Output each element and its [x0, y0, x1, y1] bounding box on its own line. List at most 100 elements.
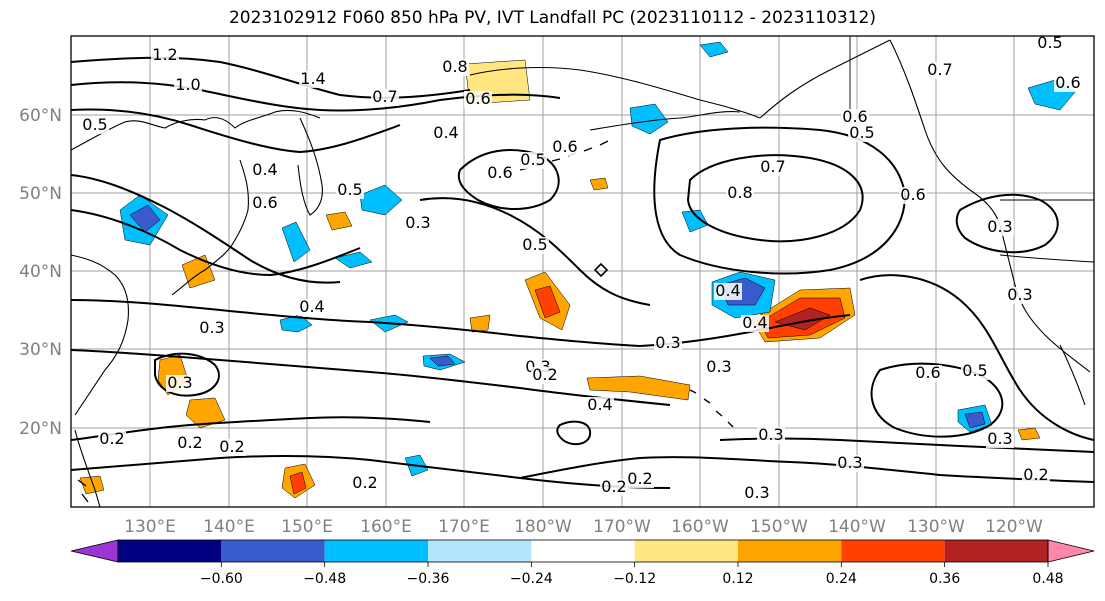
contour-label-bg [81, 117, 109, 134]
contour-label: 0.4 [433, 123, 458, 142]
contour-label: 0.2 [352, 473, 377, 492]
contour-label-bg [1022, 467, 1050, 484]
contour-label-bg [299, 71, 327, 88]
contour-label: 1.0 [175, 75, 200, 94]
contour-label: 0.8 [442, 57, 467, 76]
contour-label: 0.7 [927, 60, 952, 79]
contour-label: 0.3 [706, 357, 731, 376]
contour-label-bg [726, 185, 754, 202]
contour-label: 0.3 [1007, 285, 1032, 304]
pv-anomaly-patch [289, 471, 307, 495]
contour-label: 0.3 [199, 318, 224, 337]
contour-label: 0.3 [744, 483, 769, 502]
contour-label: 0.4 [252, 160, 277, 179]
contour-label-bg [986, 219, 1014, 236]
pv-anomaly-patch [279, 314, 313, 333]
colorbar-tick-label: 0.48 [1032, 571, 1063, 587]
colorbar-extend-min [70, 539, 119, 563]
longitude-label: 160°E [360, 517, 412, 537]
contour-label-bg [176, 435, 204, 452]
colorbar-segment [221, 540, 325, 562]
latitude-label: 60°N [19, 106, 62, 126]
colorbar-segment [738, 540, 842, 562]
contour-label-bg [1054, 75, 1082, 92]
pv-anomaly-patch [964, 411, 986, 429]
pv-anomaly-patch [589, 177, 609, 191]
contour-label: 0.6 [252, 193, 277, 212]
pv-anomaly-patch [1017, 427, 1041, 441]
contour-label-bg [486, 165, 514, 182]
colorbar-tick-label: 0.24 [826, 571, 857, 587]
contour-label: 1.4 [300, 69, 325, 88]
contour-label: 0.4 [299, 297, 324, 316]
contour-label: 0.6 [487, 163, 512, 182]
colorbar-tick-label: −0.24 [510, 571, 553, 587]
longitude-label: 150°W [750, 517, 808, 537]
map-title: 2023102912 F060 850 hPa PV, IVT Landfall… [228, 8, 876, 28]
contour-labels: 1.21.0 1.40.80.60.70.5 0.40.60.50.4 0.60.60… [81, 33, 1082, 502]
contour-label-bg [1006, 287, 1034, 304]
contour-label-bg [336, 182, 364, 199]
contour-label: 0.3 [167, 373, 192, 392]
longitude-label: 130°W [907, 517, 965, 537]
contour-label-bg [98, 431, 126, 448]
colorbar-segment [324, 540, 428, 562]
pv-anomaly-patch [129, 204, 161, 233]
contour-label: 0.4 [742, 313, 767, 332]
contour-label: 0.2 [601, 477, 626, 496]
contour-label-bg [198, 320, 226, 337]
pv-anomaly-patch [586, 375, 691, 401]
contour-label-bg [961, 363, 989, 380]
contour-label-bg [404, 215, 432, 232]
contour-label: 0.5 [962, 361, 987, 380]
contour-label-bg [351, 475, 379, 492]
map-frame [70, 35, 1095, 508]
contour-label-bg [218, 439, 246, 456]
contour-label-bg [926, 62, 954, 79]
pv-contours [70, 56, 1095, 489]
colorbar-tick-label: −0.36 [407, 571, 450, 587]
contour-label-bg [586, 397, 614, 414]
colorbar-segment [841, 540, 945, 562]
contour-label-bg [531, 367, 559, 384]
contour-label: 0.5 [849, 123, 874, 142]
colorbar-tick-label: −0.12 [613, 571, 656, 587]
colorbar-segment [118, 540, 222, 562]
longitude-label: 130°E [124, 517, 176, 537]
contour-label-bg [174, 77, 202, 94]
contour-label: 0.2 [627, 469, 652, 488]
latitude-label: 30°N [19, 340, 62, 360]
colorbar-extend-max [1047, 539, 1095, 563]
pv-anomaly-patch [534, 285, 561, 319]
contour-label-bg [714, 283, 742, 300]
longitude-label: 140°W [828, 517, 886, 537]
latitude-label: 50°N [19, 184, 62, 204]
contour-label: 0.2 [532, 365, 557, 384]
contour-label: 0.3 [405, 213, 430, 232]
contour-label-bg [986, 431, 1014, 448]
colorbar-segment [634, 540, 738, 562]
longitude-label: 140°E [203, 517, 255, 537]
contour-label-bg [914, 365, 942, 382]
contour-label: 0.5 [1037, 33, 1062, 52]
colorbar-outline [117, 539, 1049, 563]
pv-anomaly-patch [429, 355, 456, 367]
colorbar-segment [428, 540, 532, 562]
contour-label-bg [841, 109, 869, 126]
contour-label-bg [371, 89, 399, 106]
longitude-label: 170°E [438, 517, 490, 537]
contour-label: 0.6 [465, 89, 490, 108]
contour-label: 0.3 [655, 333, 680, 352]
contour-label: 0.3 [987, 429, 1012, 448]
contour-label: 0.5 [82, 115, 107, 134]
latitude-label: 20°N [19, 419, 62, 439]
contour-label-bg [298, 299, 326, 316]
contour-label: 0.6 [1055, 73, 1080, 92]
contour-label-bg [166, 375, 194, 392]
contour-label-bg [151, 47, 179, 64]
longitude-label: 180°W [514, 517, 572, 537]
colorbar-segment [531, 540, 635, 562]
contour-label-bg [1036, 35, 1064, 52]
contour-label-bg [251, 195, 279, 212]
longitude-label: 120°W [985, 517, 1043, 537]
